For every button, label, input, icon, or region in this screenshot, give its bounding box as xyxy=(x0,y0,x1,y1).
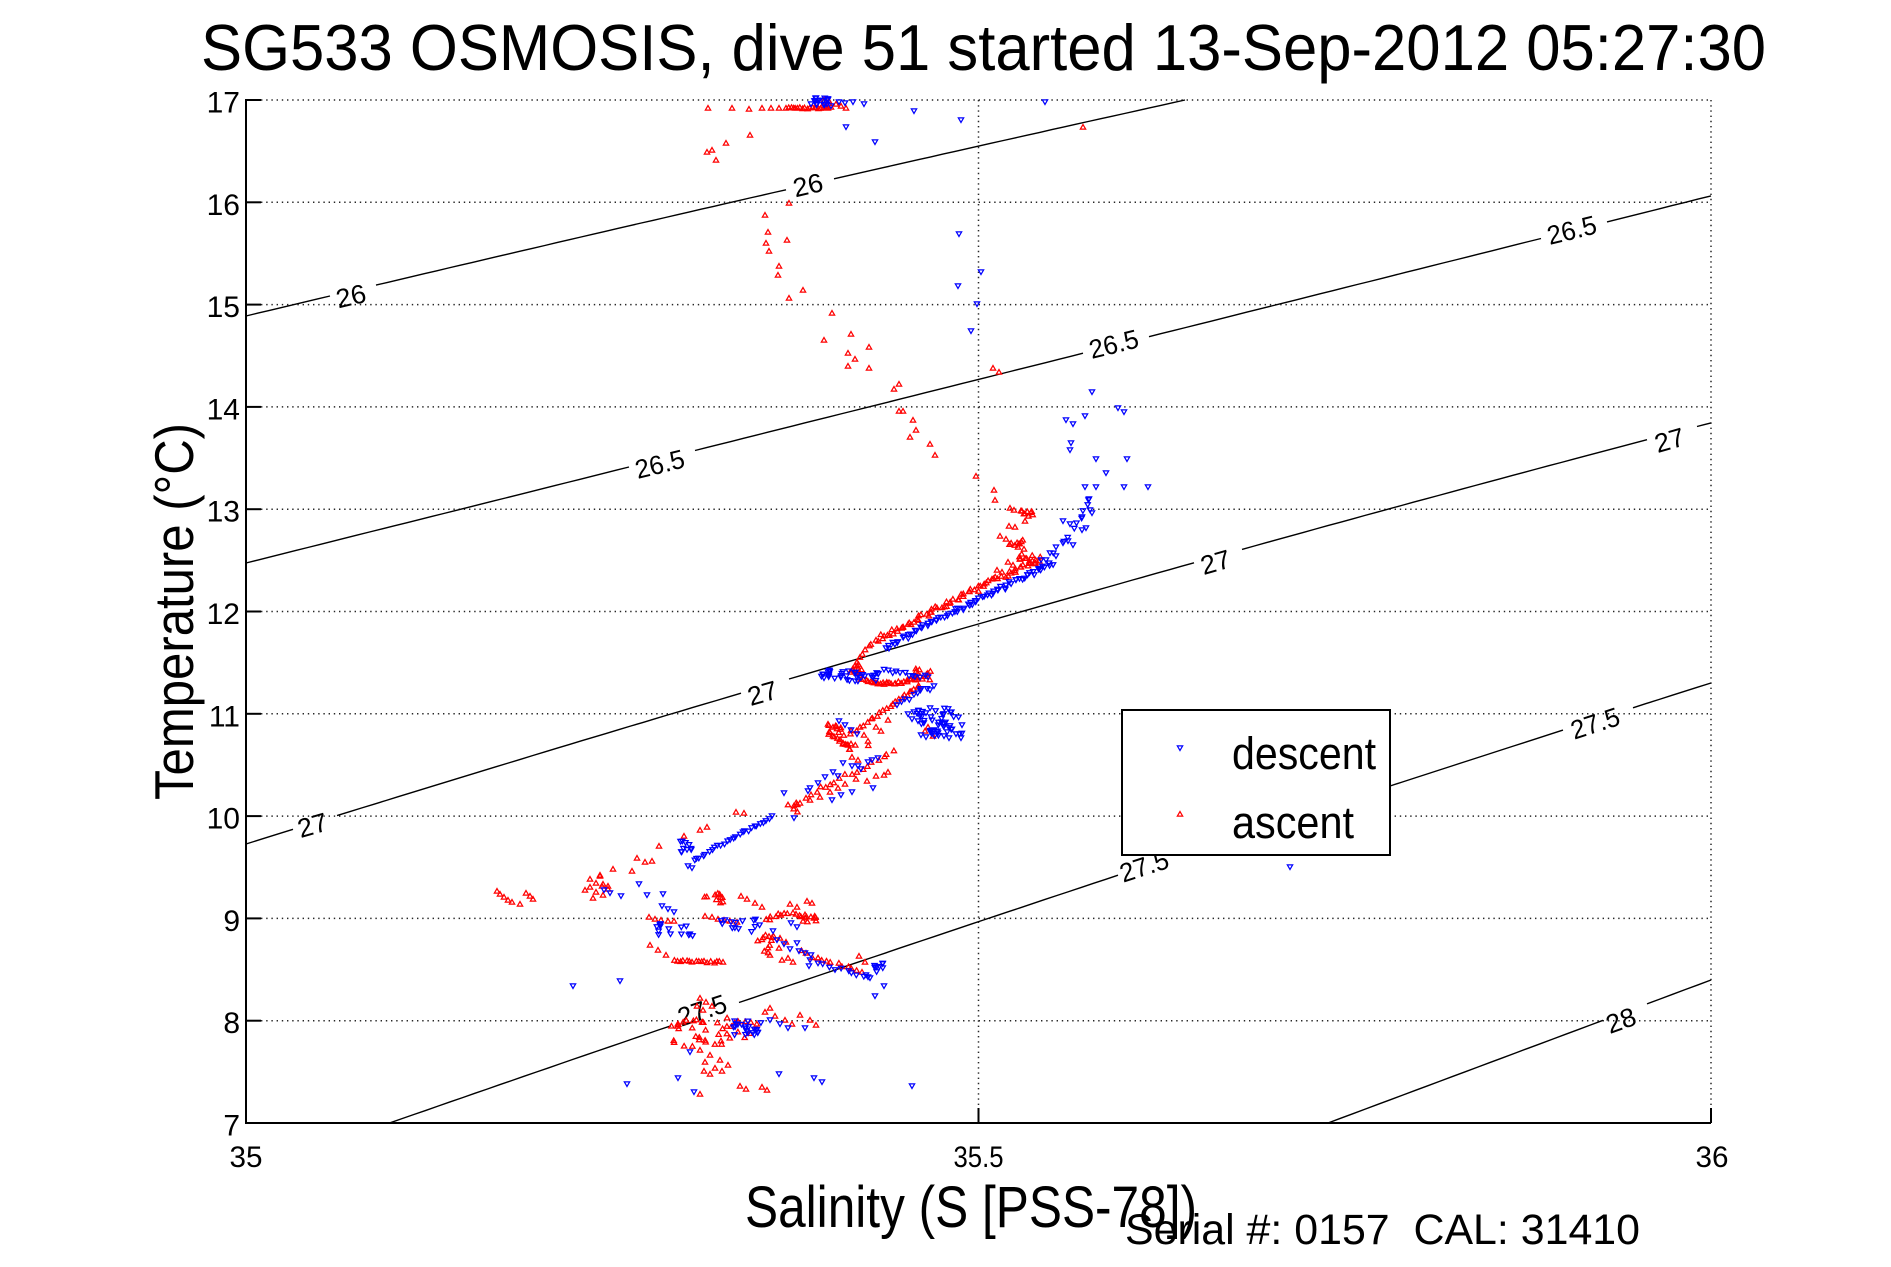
svg-text:26: 26 xyxy=(333,278,369,314)
svg-text:15: 15 xyxy=(207,291,240,324)
svg-text:ascent: ascent xyxy=(1232,797,1354,848)
svg-text:35: 35 xyxy=(230,1141,263,1174)
svg-text:12: 12 xyxy=(207,598,240,631)
svg-text:35.5: 35.5 xyxy=(954,1141,1004,1174)
svg-text:Serial #: 0157 CAL: 31410: Serial #: 0157 CAL: 31410 xyxy=(1125,1207,1640,1254)
svg-text:14: 14 xyxy=(207,393,240,426)
svg-text:36: 36 xyxy=(1696,1141,1729,1174)
svg-text:SG533 OSMOSIS, dive 51 started: SG533 OSMOSIS, dive 51 started 13-Sep-20… xyxy=(201,11,1766,84)
svg-text:10: 10 xyxy=(207,803,240,836)
svg-text:17: 17 xyxy=(207,87,240,120)
svg-text:7: 7 xyxy=(223,1110,240,1143)
svg-text:11: 11 xyxy=(209,700,240,733)
svg-text:13: 13 xyxy=(207,496,240,529)
svg-text:Temperature (°C): Temperature (°C) xyxy=(143,423,205,800)
svg-text:descent: descent xyxy=(1232,728,1376,779)
svg-text:26: 26 xyxy=(790,167,826,203)
svg-text:8: 8 xyxy=(223,1007,240,1040)
svg-text:9: 9 xyxy=(223,905,240,938)
svg-text:Salinity (S [PSS-78]): Salinity (S [PSS-78]) xyxy=(745,1175,1197,1240)
svg-text:16: 16 xyxy=(207,189,240,222)
